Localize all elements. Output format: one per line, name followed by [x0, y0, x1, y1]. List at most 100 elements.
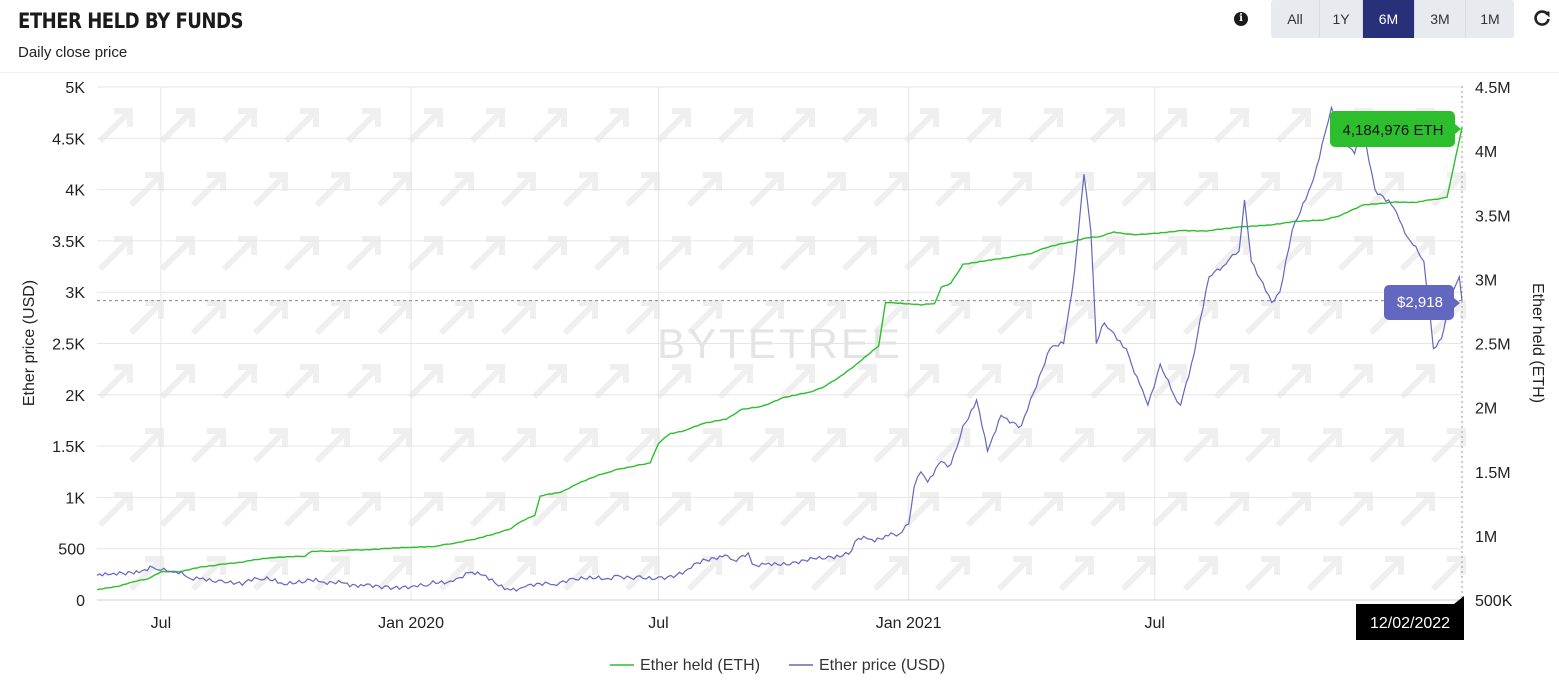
- watermark-mark: [314, 556, 350, 592]
- watermark-mark: [531, 492, 567, 528]
- watermark-mark: [1399, 364, 1435, 400]
- x-tick-label: Jan 2021: [876, 615, 942, 632]
- right-tick-label: 4.5M: [1475, 80, 1511, 97]
- watermark-mark: [221, 364, 257, 400]
- watermark-mark: [469, 236, 505, 272]
- watermark-mark: [1027, 108, 1063, 144]
- range-all-button[interactable]: All: [1271, 0, 1320, 38]
- left-axis-label: Ether price (USD): [21, 280, 38, 406]
- watermark-mark: [903, 236, 939, 272]
- watermark-mark: [376, 556, 412, 592]
- watermark-mark: [965, 236, 1001, 272]
- watermark-mark: [1213, 492, 1249, 528]
- x-tick-label: Jul: [648, 615, 668, 632]
- watermark-mark: [97, 108, 133, 144]
- watermark-mark: [190, 300, 226, 336]
- watermark-mark: [438, 300, 474, 336]
- watermark-mark: [1027, 236, 1063, 272]
- watermark-mark: [562, 556, 598, 592]
- watermark-mark: [1151, 108, 1187, 144]
- held-series-line: [96, 127, 1463, 591]
- watermark-mark: [1120, 300, 1156, 336]
- watermark-mark: [841, 108, 877, 144]
- watermark-mark: [934, 556, 970, 592]
- watermark-mark: [903, 364, 939, 400]
- left-tick-label: 1K: [65, 490, 85, 507]
- watermark-mark: [159, 108, 195, 144]
- right-tick-label: 2.5M: [1475, 337, 1511, 354]
- watermark-mark: [1151, 236, 1187, 272]
- watermark-mark: [345, 108, 381, 144]
- watermark-mark: [779, 364, 815, 400]
- info-icon[interactable]: i: [1234, 12, 1248, 26]
- watermark-mark: [593, 364, 629, 400]
- watermark-mark: [624, 300, 660, 336]
- range-1y-button[interactable]: 1Y: [1320, 0, 1363, 38]
- watermark-mark: [903, 492, 939, 528]
- x-axis-ticks: Jul Jan 2020 Jul Jan 2021 Jul: [151, 615, 1165, 632]
- watermark-mark: [841, 492, 877, 528]
- range-6m-button[interactable]: 6M: [1363, 0, 1415, 38]
- watermark-mark: [655, 364, 691, 400]
- watermark-mark: [407, 108, 443, 144]
- watermark-mark: [686, 556, 722, 592]
- watermark-mark: [1213, 364, 1249, 400]
- right-tick-label: 1.5M: [1475, 465, 1511, 482]
- legend-price-label: Ether price (USD): [819, 657, 945, 674]
- watermark-mark: [1151, 492, 1187, 528]
- watermark-mark: [1182, 556, 1218, 592]
- watermark-mark: [345, 236, 381, 272]
- date-tooltip-value: 12/02/2022: [1370, 615, 1450, 632]
- watermark-mark: [717, 364, 753, 400]
- range-1m-button[interactable]: 1M: [1466, 0, 1514, 38]
- watermark-mark: [159, 236, 195, 272]
- refresh-icon[interactable]: [1532, 8, 1552, 28]
- watermark-mark: [1027, 364, 1063, 400]
- watermark-mark: [996, 300, 1032, 336]
- range-selector: All 1Y 6M 3M 1M: [1271, 0, 1514, 38]
- watermark-mark: [1244, 300, 1280, 336]
- watermark-mark: [1430, 556, 1466, 592]
- right-tick-label: 3.5M: [1475, 208, 1511, 225]
- right-tick-label: 500K: [1475, 593, 1513, 610]
- left-tick-label: 2.5K: [52, 337, 85, 354]
- watermark-mark: [1089, 236, 1125, 272]
- watermark-mark: [779, 236, 815, 272]
- watermark-mark: [97, 236, 133, 272]
- watermark-mark: [934, 300, 970, 336]
- watermark-mark: [345, 492, 381, 528]
- held-tooltip-value: 4,184,976 ETH: [1343, 122, 1444, 139]
- watermark-mark: [97, 364, 133, 400]
- left-tick-label: 2K: [65, 388, 85, 405]
- watermark-mark: [1337, 364, 1373, 400]
- watermark-mark: [717, 492, 753, 528]
- watermark-mark: [593, 108, 629, 144]
- left-tick-label: 3.5K: [52, 234, 85, 251]
- watermark-mark: [128, 300, 164, 336]
- watermark-mark: [283, 108, 319, 144]
- x-tick-label: Jul: [1145, 615, 1165, 632]
- watermark-pattern: [97, 108, 1466, 592]
- legend-item-held[interactable]: Ether held (ETH): [610, 657, 760, 674]
- watermark-mark: [965, 364, 1001, 400]
- legend: Ether held (ETH) Ether price (USD): [610, 657, 945, 674]
- watermark-mark: [469, 492, 505, 528]
- price-series-line: [96, 105, 1463, 592]
- watermark-mark: [1027, 492, 1063, 528]
- watermark-mark: [593, 236, 629, 272]
- watermark-mark: [314, 300, 350, 336]
- watermark-mark: [717, 236, 753, 272]
- watermark-mark: [1306, 300, 1342, 336]
- watermark-mark: [531, 236, 567, 272]
- left-tick-label: 4K: [65, 183, 85, 200]
- legend-item-price[interactable]: Ether price (USD): [789, 657, 945, 674]
- watermark-mark: [748, 300, 784, 336]
- watermark-mark: [1337, 492, 1373, 528]
- watermark-mark: [810, 556, 846, 592]
- left-tick-label: 3K: [65, 285, 85, 302]
- date-tooltip: 12/02/2022: [1356, 596, 1464, 640]
- left-tick-label: 500: [58, 542, 85, 559]
- range-3m-button[interactable]: 3M: [1415, 0, 1466, 38]
- watermark-mark: [407, 364, 443, 400]
